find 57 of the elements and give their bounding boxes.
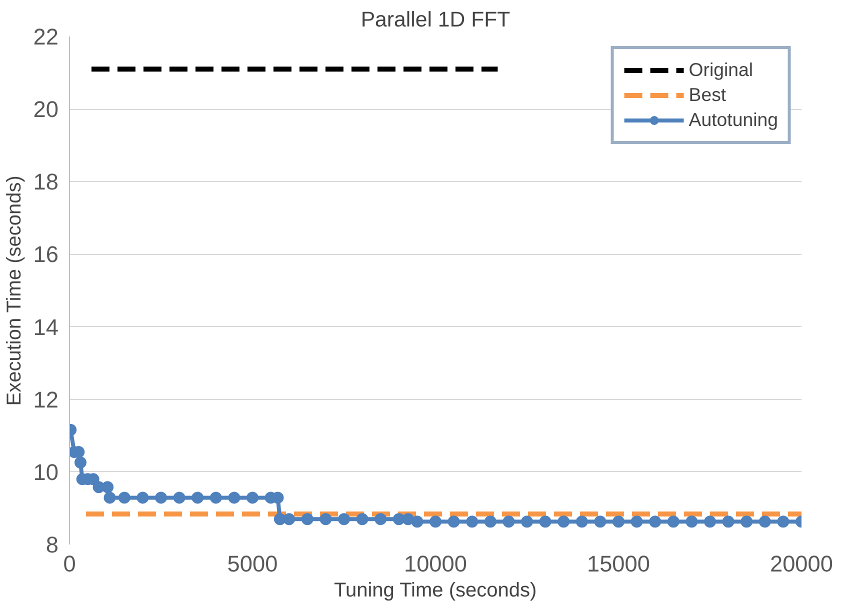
point — [356, 513, 368, 526]
point — [155, 492, 167, 504]
x-tick-label: 15000 — [587, 550, 650, 576]
point — [74, 456, 86, 468]
point — [374, 513, 387, 526]
point — [228, 492, 240, 504]
point — [686, 516, 698, 528]
y-tick-label: 12 — [33, 386, 58, 412]
point — [466, 516, 478, 528]
point — [704, 516, 716, 528]
point — [448, 516, 460, 528]
point — [320, 513, 332, 526]
x-tick-label: 10000 — [404, 550, 468, 576]
point — [758, 516, 771, 528]
y-tick-label: 8 — [46, 532, 59, 558]
point — [430, 516, 442, 528]
point — [338, 513, 350, 526]
point — [283, 513, 296, 526]
point — [118, 492, 130, 504]
y-axis-title: Execution Time (seconds) — [3, 176, 26, 406]
point — [576, 516, 588, 528]
point — [594, 516, 606, 528]
point — [649, 516, 662, 528]
y-tick-label: 18 — [33, 168, 58, 195]
y-tick-label: 16 — [33, 241, 58, 268]
point — [722, 516, 734, 528]
legend-label: Original — [688, 59, 754, 81]
x-tick-label: 5000 — [227, 550, 278, 576]
point — [246, 492, 258, 504]
legend-label: Best — [688, 84, 726, 106]
point — [301, 513, 314, 526]
chart-title: Parallel 1D FFT — [360, 8, 510, 32]
point — [667, 516, 680, 528]
point — [521, 516, 533, 528]
point — [502, 516, 515, 528]
point — [210, 492, 222, 504]
x-axis-title: Tuning Time (seconds) — [334, 580, 537, 602]
point — [740, 516, 753, 528]
legend-label: Autotuning — [688, 109, 778, 131]
point — [136, 492, 149, 504]
point — [558, 516, 570, 528]
point — [411, 516, 424, 528]
point — [484, 516, 496, 528]
point — [612, 516, 624, 528]
y-tick-label: 10 — [33, 458, 58, 485]
point — [630, 516, 643, 528]
point — [192, 492, 204, 504]
x-tick-label: 20000 — [770, 550, 834, 576]
point — [777, 516, 790, 528]
y-tick-label: 22 — [33, 24, 58, 50]
point — [173, 492, 186, 504]
y-tick-label: 14 — [33, 314, 58, 340]
point — [539, 516, 552, 528]
x-tick-label: 0 — [63, 550, 76, 576]
y-tick-label: 20 — [33, 96, 58, 122]
point — [102, 481, 114, 494]
point — [104, 492, 116, 504]
